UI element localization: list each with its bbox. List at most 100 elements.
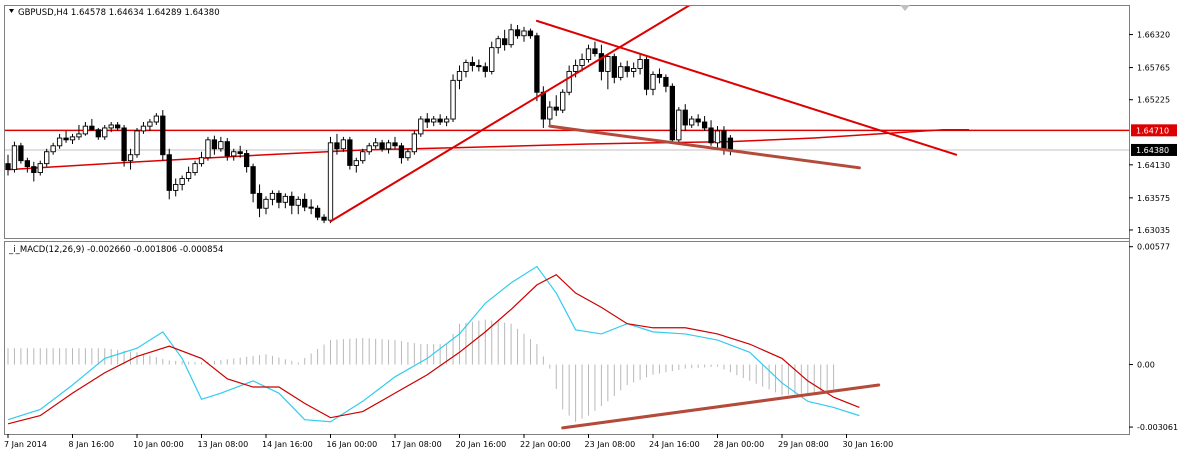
scroll-marker-icon[interactable] (900, 5, 910, 11)
time-tick-label: 14 Jan 16:00 (262, 440, 313, 449)
candle-up (650, 73, 656, 90)
candle-up (282, 195, 288, 203)
candle-down (121, 127, 127, 162)
candle-up (495, 38, 501, 49)
candle-down (334, 142, 340, 150)
candle-down (708, 127, 714, 144)
candle-up (102, 127, 108, 138)
candle-up (179, 178, 185, 185)
candle-up (572, 65, 579, 72)
candle-up (198, 157, 205, 165)
price-tick-label: 1.63575 (1137, 194, 1170, 203)
time-tick-label: 20 Jan 16:00 (456, 440, 507, 449)
price-axis: 1.66320 1.65765 1.65225 1.64130 1.63575 1.630… (1129, 31, 1178, 432)
candle-down (250, 166, 256, 194)
candle-up (134, 130, 140, 156)
candle-down (224, 141, 230, 157)
candle-up (147, 121, 153, 127)
candle-down (63, 137, 69, 141)
macd-header: _i_MACD(12,26,9) -0.002660 -0.001806 -0.… (8, 245, 223, 255)
candle-down (592, 48, 598, 55)
candle-down (321, 216, 327, 221)
candle-down (398, 145, 405, 159)
candle-down (289, 195, 295, 206)
candle-down (437, 118, 443, 123)
candle-up (108, 124, 114, 129)
time-tick-label: 8 Jan 16:00 (69, 440, 115, 449)
candle-down (314, 207, 321, 218)
time-tick-label: 22 Jan 00:00 (520, 440, 571, 449)
candle-up (295, 198, 301, 206)
candle-up (360, 151, 366, 162)
candle-up (373, 142, 379, 147)
macd-main-line (7, 265, 860, 423)
price-tick-label: 1.66320 (1137, 31, 1170, 40)
candle-up (618, 66, 624, 78)
candle-up (579, 59, 585, 66)
candle-up (411, 133, 417, 153)
macd-tick-label: 0.00 (1137, 361, 1155, 370)
candle-down (663, 76, 669, 87)
candle-up (521, 30, 527, 37)
symbol-dropdown-icon[interactable] (9, 9, 14, 13)
candle-down (95, 129, 101, 138)
candle-up (714, 130, 721, 144)
trendline (535, 19, 958, 156)
candle-up (231, 151, 237, 157)
candle-down (89, 125, 95, 131)
candle-up (560, 91, 566, 111)
candle-down (611, 56, 617, 78)
time-tick-label: 23 Jan 08:00 (585, 440, 636, 449)
candle-down (379, 142, 385, 150)
current-price-tag (1131, 143, 1177, 156)
candle-down (392, 142, 398, 147)
time-tick-label: 17 Jan 08:00 (391, 440, 442, 449)
candle-up (153, 115, 159, 123)
candle-down (502, 38, 508, 46)
candle-up (489, 47, 495, 72)
price-tick-label: 1.65765 (1137, 64, 1170, 73)
candle-up (50, 145, 56, 153)
symbol-header: GBPUSD,H4 1.64578 1.64634 1.64289 1.6438… (18, 8, 220, 18)
time-tick-label: 13 Jan 08:00 (198, 440, 249, 449)
candle-down (469, 62, 476, 66)
macd-trendline (561, 383, 881, 430)
candle-down (256, 192, 263, 209)
candle-down (424, 118, 430, 123)
candle-up (218, 141, 224, 150)
candle-down (24, 160, 30, 168)
candle-down (166, 154, 172, 191)
candle-down (598, 53, 605, 72)
candle-up (456, 70, 463, 81)
candle-down (114, 124, 121, 129)
candle-down (682, 109, 688, 126)
candle-down (643, 59, 650, 90)
resistance-price-label: 1.64710 (1136, 126, 1169, 135)
candle-up (631, 68, 637, 72)
macd-plot (7, 265, 881, 430)
time-tick-label: 28 Jan 00:00 (714, 440, 765, 449)
candle-up (366, 145, 372, 153)
candle-up (605, 56, 611, 72)
candle-up (127, 154, 134, 162)
candle-up (676, 109, 682, 141)
price-tick-label: 1.64130 (1137, 161, 1170, 170)
candle-up (418, 118, 424, 135)
candle-up (69, 136, 76, 141)
candle-down (211, 139, 218, 150)
candle-up (185, 172, 192, 179)
trendline (548, 124, 861, 170)
candle-up (637, 59, 643, 69)
candle-up (263, 198, 269, 209)
price-plot (5, 6, 1129, 224)
candle-down (624, 66, 630, 72)
price-tick-label: 1.63035 (1137, 226, 1170, 235)
candle-up (205, 139, 211, 159)
candle-down (669, 85, 676, 141)
candle-up (140, 125, 147, 132)
candle-down (695, 118, 701, 123)
price-tick-label: 1.65225 (1137, 96, 1170, 105)
candle-up (566, 70, 572, 93)
